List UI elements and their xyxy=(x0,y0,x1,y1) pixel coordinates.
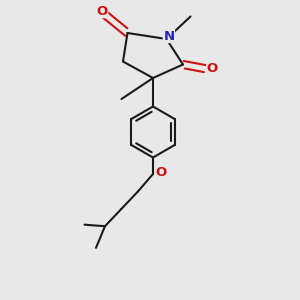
Text: N: N xyxy=(163,29,175,43)
Text: O: O xyxy=(96,4,108,18)
Text: O: O xyxy=(207,62,218,75)
Text: O: O xyxy=(156,166,167,179)
